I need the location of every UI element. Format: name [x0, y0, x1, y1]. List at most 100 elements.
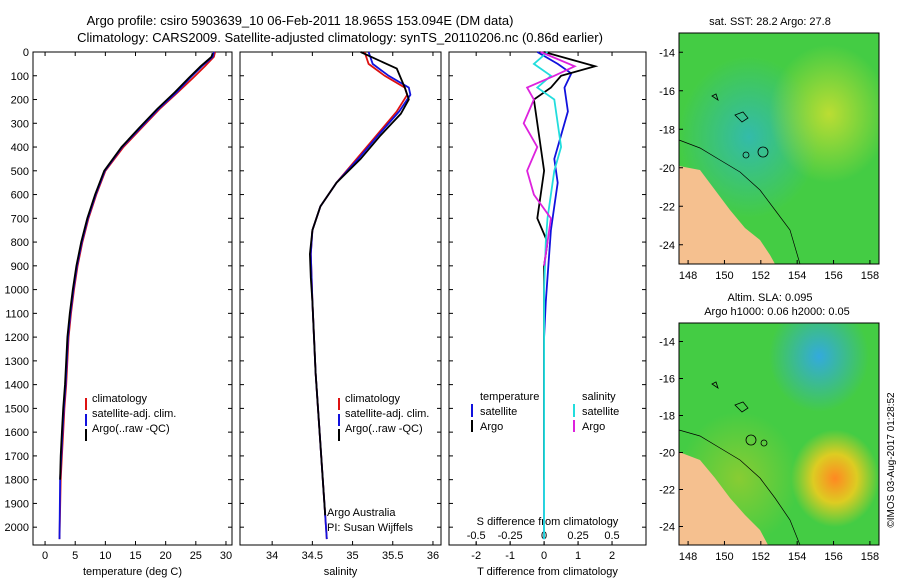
sst-map-axes: 148 150 152 154 156 158 -14 -16 -18 -20 -22 -24 — [659, 47, 879, 282]
lat-tick-label: -16 — [659, 86, 675, 98]
lat-tick-label: -24 — [659, 522, 675, 534]
land-area — [679, 166, 775, 264]
y-tick-label: 1100 — [5, 308, 29, 320]
legend-climatology: climatology — [92, 393, 148, 405]
sla-map — [678, 322, 880, 546]
lon-tick-label: 152 — [752, 551, 770, 563]
x-tick-label: 34 — [266, 550, 278, 562]
y-tick-label: 200 — [11, 95, 29, 107]
x-tick-label: 30 — [220, 550, 232, 562]
y-tick-label: 1700 — [5, 451, 29, 463]
y-tick-label: 1400 — [5, 380, 29, 392]
series-line-climatology — [58, 51, 216, 540]
legend-sal-satellite: satellite — [582, 406, 619, 418]
sst-map — [678, 32, 880, 265]
y-tick-label: 1200 — [5, 332, 29, 344]
x-tick-label: 34.5 — [302, 550, 323, 562]
temperature-panel: 0 100 200 300 400 500 600 700 800 900 1000 1100 1200… — [5, 47, 233, 578]
lat-tick-label: -18 — [659, 411, 675, 423]
y-tick-label: 100 — [11, 71, 29, 83]
series-line-satellite-adj-clim- — [309, 51, 412, 540]
lon-tick-label: 156 — [824, 551, 842, 563]
sst-map-title: sat. SST: 28.2 Argo: 27.8 — [709, 16, 831, 28]
lat-tick-label: -20 — [659, 163, 675, 175]
lat-tick-label: -22 — [659, 485, 675, 497]
lat-tick-label: -14 — [659, 47, 675, 59]
difference-panel: -2 -1 0 1 2 T difference from climatology -0.5… — [448, 51, 647, 578]
legend-temp-argo: Argo — [480, 421, 503, 433]
credit-argo-australia: Argo Australia — [327, 507, 396, 519]
legend-salinity-head: salinity — [582, 391, 616, 403]
x-tick-label: 2 — [609, 550, 615, 562]
y-tick-label: 600 — [11, 190, 29, 202]
sla-map-title-2: Argo h1000: 0.06 h2000: 0.05 — [704, 306, 850, 318]
x-axis-label: T difference from climatology — [477, 566, 618, 578]
difference-legend: temperature satellite Argo salinity sate… — [471, 391, 619, 433]
x-tick-label: 0 — [42, 550, 48, 562]
credit-pi: PI: Susan Wijffels — [327, 522, 413, 534]
lon-tick-label: 150 — [715, 551, 733, 563]
x-tick-label: 5 — [72, 550, 78, 562]
figure-title-1: Argo profile: csiro 5903639_10 06-Feb-20… — [87, 13, 514, 28]
land-area-2 — [679, 452, 768, 545]
lon-tick-label: 156 — [824, 270, 842, 282]
lon-tick-label: 148 — [679, 551, 697, 563]
lat-tick-label: -24 — [659, 240, 675, 252]
series-line-salinity-satellite — [532, 51, 563, 540]
series-line-satellite-adj-clim- — [58, 51, 215, 540]
temperature-legend: climatology satellite-adj. clim. Argo(..… — [85, 393, 176, 441]
x-tick-label: -1 — [505, 550, 515, 562]
figure-title-2: Climatology: CARS2009. Satellite-adjuste… — [77, 30, 603, 45]
y-tick-label: 1800 — [5, 475, 29, 487]
x-axis-label: temperature (deg C) — [83, 566, 182, 578]
y-tick-label: 1900 — [5, 498, 29, 510]
y-tick-label: 400 — [11, 142, 29, 154]
lat-tick-label: -16 — [659, 374, 675, 386]
lon-tick-label: 148 — [679, 270, 697, 282]
legend-temp-satellite: satellite — [480, 406, 517, 418]
s-tick-label: -0.25 — [498, 530, 523, 542]
x-tick-label: 36 — [427, 550, 439, 562]
salinity-panel: 34 34.5 35 35.5 36 salinity — [239, 51, 442, 578]
x-tick-label: 10 — [99, 550, 111, 562]
s-axis-label: S difference from climatology — [477, 516, 619, 528]
series-line-climatology — [309, 51, 409, 540]
x-axis-label: salinity — [324, 566, 358, 578]
y-tick-label: 300 — [11, 118, 29, 130]
x-tick-label: 0 — [541, 550, 547, 562]
lon-tick-label: 154 — [788, 551, 806, 563]
y-tick-label: 1300 — [5, 356, 29, 368]
series-line-argo-raw-qc- — [308, 51, 410, 516]
plot-frame — [32, 51, 233, 546]
y-tick-label: 900 — [11, 261, 29, 273]
x-tick-label: 35 — [346, 550, 358, 562]
plot-frame — [448, 51, 647, 546]
imos-credit: ©IMOS 03-Aug-2017 01:28:52 — [886, 392, 897, 528]
y-tick-label: 2000 — [5, 522, 29, 534]
plot-frame — [239, 51, 442, 546]
sla-map-axes: 148 150 152 154 156 158 -14 -16 -18 -20 -22 -24 — [659, 337, 879, 564]
s-tick-label: 0.25 — [567, 530, 588, 542]
series-line-salinity-argo — [522, 51, 577, 266]
lon-tick-label: 154 — [788, 270, 806, 282]
s-tick-label: -0.5 — [467, 530, 486, 542]
sla-map-title-1: Altim. SLA: 0.095 — [728, 292, 813, 304]
lat-tick-label: -18 — [659, 124, 675, 136]
y-tick-label: 700 — [11, 213, 29, 225]
x-tick-label: -2 — [471, 550, 481, 562]
lat-tick-label: -22 — [659, 201, 675, 213]
legend-climatology-2: climatology — [345, 393, 401, 405]
lon-tick-label: 158 — [861, 551, 879, 563]
lon-tick-label: 158 — [861, 270, 879, 282]
y-tick-label: 1000 — [5, 285, 29, 297]
legend-sal-argo: Argo — [582, 421, 605, 433]
y-tick-label: 500 — [11, 166, 29, 178]
x-tick-label: 20 — [160, 550, 172, 562]
salinity-legend: climatology satellite-adj. clim. Argo(..… — [338, 393, 429, 441]
legend-satellite-adj: satellite-adj. clim. — [92, 408, 176, 420]
legend-temperature-head: temperature — [480, 391, 539, 403]
x-tick-label: 35.5 — [382, 550, 403, 562]
legend-argo: Argo(..raw -QC) — [92, 423, 170, 435]
y-tick-label: 800 — [11, 237, 29, 249]
